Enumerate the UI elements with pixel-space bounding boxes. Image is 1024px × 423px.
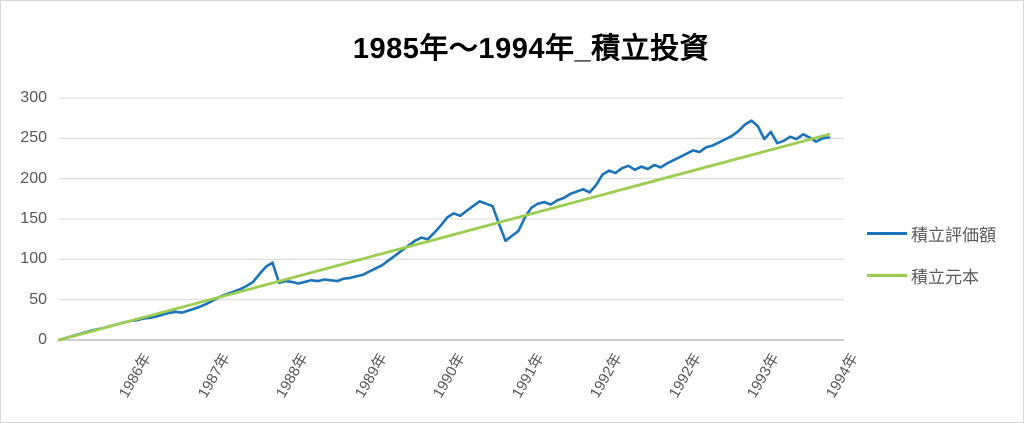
legend-item-valuation: 積立評価額 — [867, 221, 996, 246]
legend-label-principal: 積立元本 — [911, 268, 979, 287]
principal-line — [57, 132, 831, 342]
y-tick-label: 50 — [29, 290, 47, 308]
y-tick-label: 150 — [20, 210, 47, 227]
y-tick-label: 300 — [20, 89, 47, 106]
legend: 積立評価額 積立元本 — [867, 221, 996, 288]
y-tick-label: 250 — [20, 129, 47, 147]
principal-line-swatch — [867, 274, 907, 277]
chart-title: 1985年～1994年_積立投資 — [352, 33, 710, 65]
valuation-line-swatch — [867, 232, 907, 235]
y-tick-label: 100 — [20, 250, 47, 268]
y-tick-label: 0 — [38, 331, 47, 348]
y-tick-label: 200 — [20, 169, 47, 187]
legend-item-principal: 積立元本 — [867, 263, 996, 288]
valuation-line — [57, 119, 831, 342]
legend-label-valuation: 積立評価額 — [911, 226, 996, 245]
